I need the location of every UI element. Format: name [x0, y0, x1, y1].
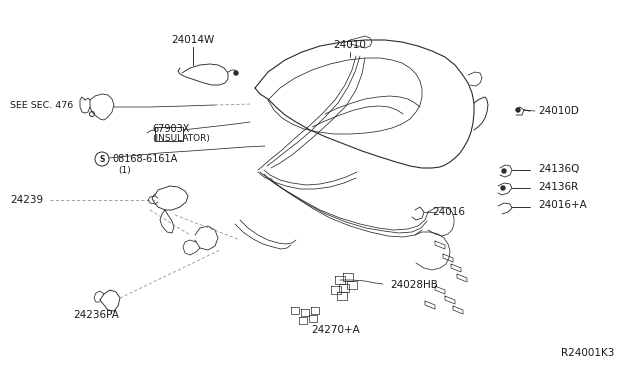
Text: 24010: 24010 — [333, 40, 367, 50]
Text: 24014W: 24014W — [172, 35, 214, 45]
Text: 24239: 24239 — [10, 195, 43, 205]
Text: 08168-6161A: 08168-6161A — [112, 154, 177, 164]
Text: 24236PA: 24236PA — [73, 310, 119, 320]
Text: (INSULATOR): (INSULATOR) — [152, 135, 210, 144]
Text: R24001K3: R24001K3 — [561, 348, 614, 358]
Circle shape — [501, 186, 505, 190]
Text: SEE SEC. 476: SEE SEC. 476 — [10, 100, 73, 109]
Text: 24136Q: 24136Q — [538, 164, 579, 174]
Text: 24028HB: 24028HB — [390, 280, 438, 290]
Text: 24270+A: 24270+A — [312, 325, 360, 335]
Circle shape — [502, 169, 506, 173]
Circle shape — [234, 71, 238, 75]
Text: 24016: 24016 — [432, 207, 465, 217]
Text: (1): (1) — [118, 166, 131, 174]
Text: 24010D: 24010D — [538, 106, 579, 116]
Text: 67903X: 67903X — [152, 124, 189, 134]
Text: S: S — [99, 155, 105, 164]
Bar — [155, 127, 183, 141]
Text: 24136R: 24136R — [538, 182, 579, 192]
Circle shape — [516, 108, 520, 112]
Text: 24016+A: 24016+A — [538, 200, 587, 210]
